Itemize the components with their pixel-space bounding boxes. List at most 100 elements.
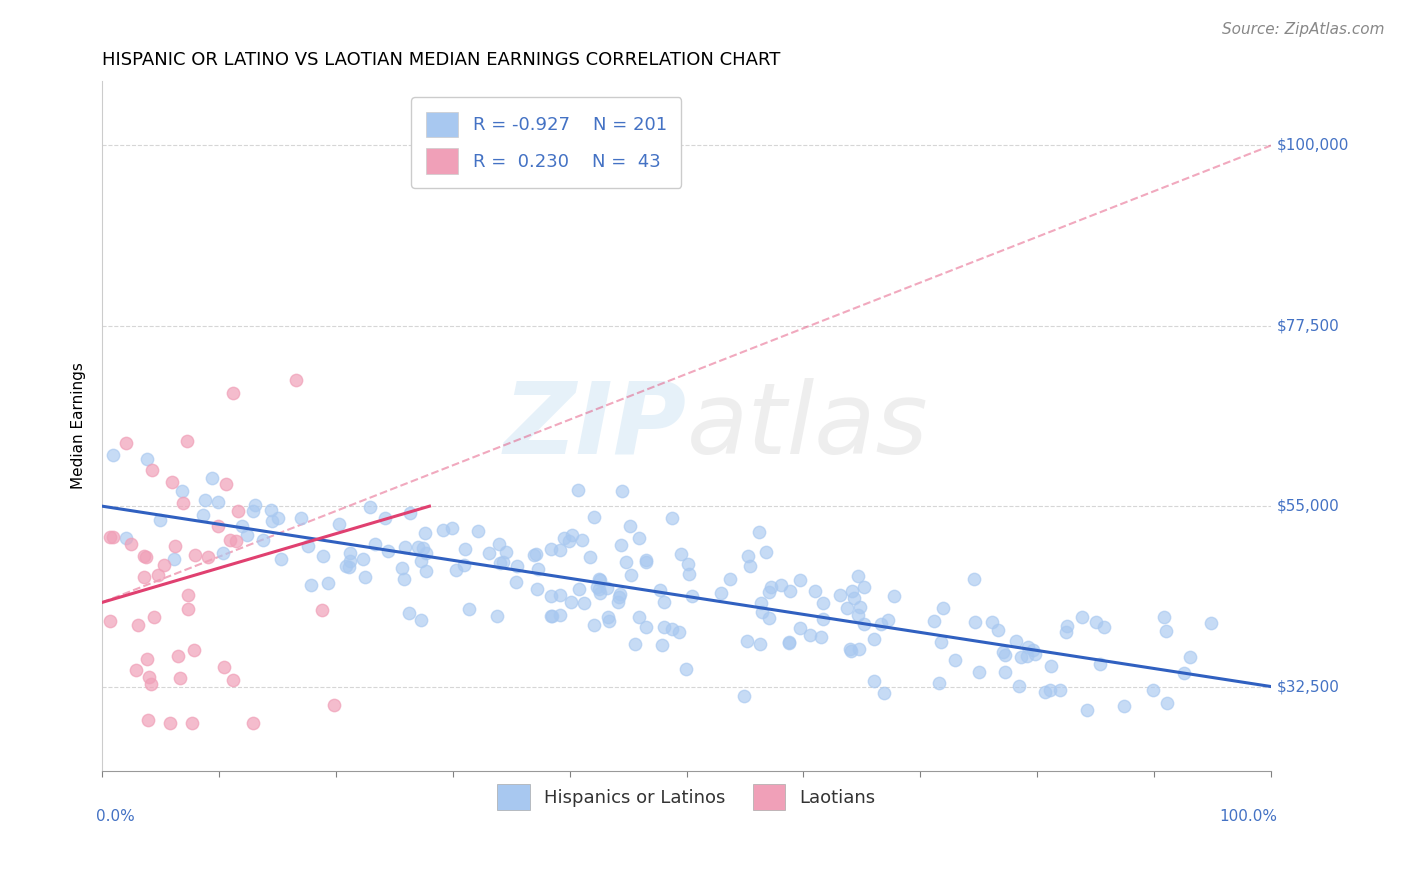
Point [740, 558, 762, 573]
Point [267, 511, 290, 525]
Point [1039, 682, 1062, 697]
Point [142, 609, 165, 624]
Point [614, 555, 637, 569]
Point [485, 609, 508, 624]
Point [1153, 610, 1175, 624]
Point [583, 510, 606, 524]
Point [1024, 647, 1046, 661]
Point [810, 630, 832, 644]
Point [167, 649, 190, 664]
Y-axis label: Median Earnings: Median Earnings [72, 362, 86, 490]
Point [1173, 665, 1195, 680]
Point [648, 582, 671, 597]
Point [811, 596, 834, 610]
Point [928, 676, 950, 690]
Point [571, 533, 593, 547]
Point [176, 434, 198, 449]
Point [609, 587, 631, 601]
Point [316, 575, 339, 590]
Point [922, 614, 945, 628]
Point [852, 616, 875, 631]
Point [883, 589, 905, 603]
Point [1199, 615, 1222, 630]
Point [135, 549, 157, 564]
Point [136, 651, 159, 665]
Point [561, 528, 583, 542]
Point [1180, 649, 1202, 664]
Point [398, 607, 420, 621]
Point [183, 642, 205, 657]
Point [440, 521, 463, 535]
Point [610, 538, 633, 552]
Point [598, 614, 620, 628]
Point [411, 554, 433, 568]
Point [718, 572, 741, 586]
Point [560, 594, 582, 608]
Point [540, 590, 562, 604]
Point [242, 503, 264, 517]
Point [432, 523, 454, 537]
Point [415, 564, 437, 578]
Point [172, 484, 194, 499]
Point [495, 545, 517, 559]
Point [252, 533, 274, 548]
Point [811, 612, 834, 626]
Point [1156, 696, 1178, 710]
Point [524, 547, 547, 561]
Point [735, 633, 758, 648]
Point [191, 508, 214, 523]
Point [835, 601, 858, 615]
Point [339, 554, 361, 568]
Point [596, 581, 619, 595]
Point [181, 715, 204, 730]
Point [678, 567, 700, 582]
Point [125, 663, 148, 677]
Point [991, 645, 1014, 659]
Point [354, 570, 377, 584]
Text: $77,500: $77,500 [1277, 318, 1340, 334]
Point [842, 591, 865, 605]
Point [411, 613, 433, 627]
Point [1071, 609, 1094, 624]
Point [127, 618, 149, 632]
Point [852, 580, 875, 594]
Point [374, 510, 396, 524]
Point [169, 671, 191, 685]
Text: $32,500: $32,500 [1277, 679, 1340, 694]
Point [506, 559, 529, 574]
Point [1022, 643, 1045, 657]
Point [339, 546, 361, 560]
Point [323, 698, 346, 712]
Point [585, 580, 607, 594]
Point [846, 608, 869, 623]
Point [828, 588, 851, 602]
Point [661, 511, 683, 525]
Point [149, 513, 172, 527]
Point [557, 533, 579, 548]
Point [548, 588, 571, 602]
Point [148, 567, 170, 582]
Point [222, 386, 245, 401]
Point [598, 609, 620, 624]
Point [873, 686, 896, 700]
Point [1076, 702, 1098, 716]
Point [1033, 684, 1056, 698]
Point [337, 559, 360, 574]
Point [877, 613, 900, 627]
Point [141, 677, 163, 691]
Point [863, 632, 886, 646]
Point [1017, 640, 1039, 654]
Point [839, 644, 862, 658]
Point [540, 542, 562, 557]
Point [769, 577, 792, 591]
Point [457, 601, 479, 615]
Point [862, 673, 884, 688]
Point [963, 615, 986, 629]
Point [103, 449, 125, 463]
Point [1008, 679, 1031, 693]
Point [260, 502, 283, 516]
Point [779, 584, 801, 599]
Point [359, 500, 381, 514]
Point [312, 549, 335, 563]
Point [1154, 624, 1177, 638]
